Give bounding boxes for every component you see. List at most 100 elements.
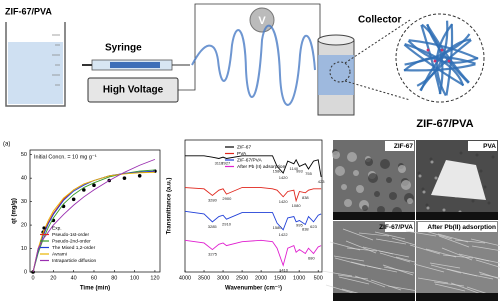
sem-texture — [487, 201, 491, 205]
sem-texture — [342, 228, 374, 241]
y-axis-label: qt (mg/g) — [12, 198, 18, 224]
sem-texture — [450, 282, 482, 295]
sem-texture — [491, 155, 495, 159]
sem-texture — [479, 273, 500, 279]
sem-texture — [383, 266, 415, 274]
solution — [8, 42, 63, 104]
sem-texture — [338, 276, 370, 285]
electrospinning-jet — [191, 24, 316, 106]
y-tick-label: 30 — [21, 199, 27, 205]
series-line — [32, 170, 155, 273]
sem-texture — [379, 252, 411, 263]
x-tick-label: 60 — [91, 275, 97, 281]
sem-info-bar — [416, 293, 498, 301]
beaker — [5, 22, 66, 107]
x-axis-label: Time (min) — [80, 286, 110, 292]
particle — [440, 48, 444, 52]
sem-texture — [337, 274, 369, 280]
sem-texture — [374, 231, 406, 240]
series-line — [184, 210, 322, 231]
sem-texture — [475, 259, 500, 268]
sem-texture — [459, 151, 463, 155]
collector-top — [317, 34, 355, 46]
kinetics-chart: 0 20 40 60 80 100 120 0 10 20 30 40 50 Time (min) qt (… — [3, 142, 161, 292]
x-tick-label: 40 — [71, 275, 77, 281]
panel-label: (a) — [3, 142, 10, 148]
sem-texture — [430, 160, 434, 164]
zoom-region — [329, 61, 351, 83]
sem-texture — [346, 247, 378, 252]
peak-label: 993 — [296, 168, 303, 173]
sem-texture — [422, 190, 426, 194]
x-tick-label: 4000 — [179, 275, 191, 281]
x-tick-label: 80 — [111, 275, 117, 281]
legend-label: Pseudo-1st-order — [52, 232, 89, 238]
sem-texture — [370, 279, 402, 291]
high-voltage-label: High Voltage — [103, 85, 164, 96]
peak-label: 995 — [296, 223, 303, 228]
fiber — [404, 33, 471, 66]
x-tick-label: 0 — [32, 275, 35, 281]
sem-texture — [350, 261, 382, 270]
sem-texture — [321, 270, 353, 277]
sem-texture — [380, 159, 390, 169]
sem-texture — [479, 169, 483, 173]
fiber — [403, 43, 465, 87]
peak-label: 2900 — [222, 196, 232, 201]
fiber — [421, 23, 444, 95]
label-bg — [418, 222, 497, 232]
sem-texture — [344, 199, 352, 207]
sem-texture — [365, 158, 373, 166]
legend-label: PVA — [237, 151, 247, 157]
sem-texture — [446, 268, 478, 277]
sem-images: ZIF-67 PVA ZIF-67/PVA After Pb(II) adsorpti… — [321, 140, 500, 301]
voltage-label: V — [258, 15, 266, 27]
composite-label: ZIF-67/PVA — [416, 118, 473, 130]
sem-texture — [483, 185, 487, 189]
data-point — [71, 197, 76, 202]
sem-texture — [438, 235, 470, 248]
sem-texture — [389, 192, 397, 200]
sem-texture — [441, 247, 473, 261]
series-line — [184, 187, 322, 203]
sem-texture — [368, 173, 378, 183]
sem-texture — [358, 232, 390, 237]
peak-label: 623 — [310, 224, 317, 229]
data-point — [92, 183, 96, 187]
sem-texture — [471, 199, 475, 203]
zoom-lines — [344, 19, 411, 101]
sem-texture — [442, 254, 474, 259]
particle — [426, 48, 430, 52]
x-tick-label: 20 — [50, 275, 56, 281]
peak-label: 838 — [302, 195, 309, 200]
series-line — [184, 239, 322, 267]
y-tick-label: 10 — [21, 246, 27, 252]
legend-marker — [42, 226, 46, 230]
sem-texture — [470, 238, 500, 247]
sem-texture — [333, 255, 365, 262]
y-tick-label: 20 — [21, 223, 27, 229]
x-tick-label: 1500 — [274, 275, 286, 281]
series-line — [32, 171, 155, 273]
sem-texture — [387, 285, 419, 292]
y-tick-label: 50 — [21, 152, 27, 158]
peak-label: 423 — [318, 179, 325, 184]
peak-label: 1580 — [273, 225, 283, 230]
sem-texture — [401, 180, 411, 190]
peak-label: 3275 — [208, 252, 218, 257]
sem-particle — [431, 160, 486, 200]
peak-label: 3280 — [208, 198, 218, 203]
sem-texture — [426, 206, 430, 210]
collector-label: Collector — [358, 15, 401, 26]
peak-label: 1422 — [279, 232, 289, 237]
legend-label: The Mixed 1,2-order — [52, 245, 96, 251]
series-line — [32, 158, 156, 273]
sem-texture — [398, 165, 406, 173]
sem-label: ZIF-67 — [394, 143, 414, 150]
fiber — [419, 39, 472, 92]
label-bg — [468, 141, 497, 151]
sem-texture — [374, 191, 380, 197]
sem-texture — [454, 239, 486, 244]
sem-texture — [434, 283, 466, 292]
sem-texture — [353, 170, 359, 176]
